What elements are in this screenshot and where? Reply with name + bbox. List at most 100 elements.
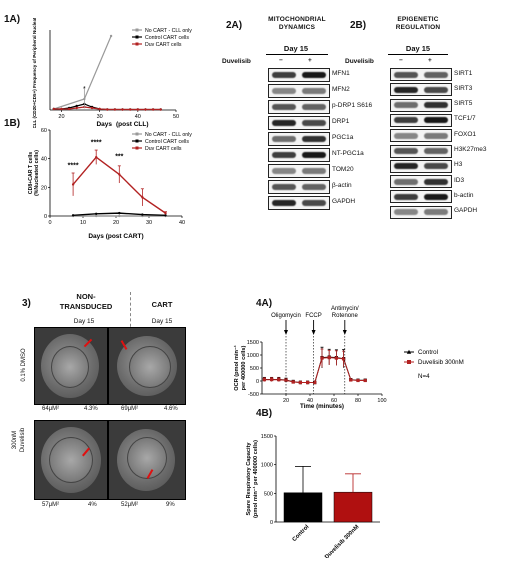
panel-2a-day-underline — [266, 54, 328, 55]
panel-3-col1-header: NON- TRANSDUCED — [44, 292, 128, 312]
blot-band — [302, 120, 326, 126]
blot-band — [424, 209, 448, 216]
chart-1b: 0 10 20 30 40 0 20 40 60 No CART - CLL onlyContro… — [28, 128, 192, 240]
injection-rotenone: Rotenone — [332, 313, 359, 319]
blot-label: DRP1 — [332, 118, 350, 125]
x-tick-label: 50 — [173, 114, 179, 120]
y-tick-label: 1000 — [247, 353, 259, 359]
data-point — [164, 211, 167, 215]
bar — [333, 491, 373, 523]
legend-marker — [406, 349, 412, 354]
y-tick-label: 20 — [41, 185, 47, 191]
data-point — [95, 214, 98, 218]
blot-band — [272, 120, 296, 126]
data-point — [141, 196, 144, 199]
blot-label: GAPDH — [454, 207, 478, 215]
blot-band — [424, 86, 448, 93]
data-point — [349, 378, 353, 382]
y-tick-label: 1500 — [261, 434, 273, 440]
panel-2a-title: MITOCHONDRIAL DYNAMICS — [256, 16, 338, 32]
y-tick-label: 1000 — [261, 463, 273, 469]
blot-band — [424, 71, 448, 78]
data-point — [95, 156, 98, 159]
blot-band — [272, 152, 296, 158]
x-tick-label: 80 — [355, 398, 361, 404]
x-tick-label: 10 — [80, 220, 86, 226]
blot-strip — [268, 68, 330, 82]
category-label: Control — [292, 524, 311, 543]
blot-band — [302, 104, 326, 110]
blot-strip — [390, 68, 452, 81]
legend-marker — [135, 28, 139, 32]
blot-strip — [268, 84, 330, 98]
x-tick-label: 0 — [48, 220, 51, 226]
data-point — [136, 108, 140, 111]
significance-1b: **** — [91, 139, 102, 146]
data-point — [164, 214, 167, 217]
x-tick-label: 40 — [179, 220, 185, 226]
blot-strip — [268, 116, 330, 130]
panel-2b-label: 2B) — [350, 20, 367, 31]
blot-band — [272, 184, 296, 190]
blot-strip — [268, 196, 330, 210]
panel-1b-label: 1B) — [4, 118, 21, 129]
blot-band — [272, 88, 296, 94]
panel-3-divider — [130, 292, 131, 332]
data-point — [128, 108, 132, 111]
legend-entry: Duvelisib 300nM — [418, 359, 464, 366]
blot-band — [394, 132, 418, 139]
panel-2b-title-line2: REGULATION — [395, 24, 441, 31]
blot-label: PGC1a — [332, 134, 354, 141]
data-point — [71, 214, 75, 217]
blot-band — [394, 209, 418, 216]
panel-2b-day: Day 15 — [405, 44, 431, 53]
x-label-4a: Time (minutes) — [300, 403, 344, 410]
y-tick-label: 500 — [264, 491, 273, 497]
blot-band — [302, 72, 326, 78]
data-point — [298, 380, 302, 385]
legend-entry: Duv CART cells — [145, 146, 182, 152]
data-point — [141, 213, 144, 216]
blot-strip — [390, 190, 452, 204]
data-point — [159, 108, 162, 111]
x-label-1a-b: (post CLL) — [116, 121, 149, 128]
blot-band — [394, 71, 418, 78]
blot-band — [394, 86, 418, 93]
panel-2b-treatment: Duvelisib — [345, 58, 374, 65]
data-point — [71, 183, 75, 186]
panel-2a-minus: − — [279, 57, 283, 64]
em-caption-area-1: 64μM² — [42, 406, 60, 412]
blot-strip — [268, 132, 330, 146]
chart-4a: 20 40 60 80 100 -500 0 500 1000 1500 Oligomycin FCC… — [233, 306, 464, 410]
panel-2a-title-line2: DYNAMICS — [278, 24, 316, 31]
x-tick-label: 30 — [97, 114, 103, 120]
panel-3-row1-label: 0.1% DMSO — [21, 348, 27, 382]
data-point — [106, 108, 109, 111]
blot-strip — [268, 148, 330, 162]
blot-label: FOXO1 — [454, 130, 477, 138]
blot-band — [424, 178, 448, 185]
panel-2b-day-underline — [388, 54, 448, 55]
panel-3-row2-label: 300nM Duvelisib — [11, 425, 27, 455]
data-point — [151, 108, 155, 111]
blot-label: SIRT3 — [454, 84, 473, 92]
blot-strip — [390, 205, 452, 219]
blot-band — [272, 72, 296, 78]
legend-entry: Duv CART cells — [145, 42, 182, 48]
y-label-1a: OSU-CLL (CD20+CD5+) Frequency of Periphe… — [32, 18, 37, 128]
x-tick-label: 20 — [113, 220, 119, 226]
data-point — [67, 107, 71, 111]
y-tick-label: 1500 — [247, 340, 259, 346]
em-caption-area-3: 57μM² — [42, 502, 60, 508]
blot-band — [424, 193, 448, 200]
blot-band — [424, 102, 448, 109]
blot-band — [302, 88, 326, 94]
injection-fccp: FCCP — [305, 313, 321, 319]
em-caption-area-2: 69μM² — [121, 406, 139, 412]
y-label-4a-line1: OCR (pmol min⁻¹ — [233, 345, 240, 391]
panel-2a-day: Day 15 — [283, 44, 309, 53]
y-label-1b-line1: CD8+CAR T cells — [28, 152, 34, 194]
legend-entry: No CART - CLL only — [145, 28, 192, 34]
data-point — [118, 211, 121, 215]
blot-label: MFN2 — [332, 86, 350, 93]
